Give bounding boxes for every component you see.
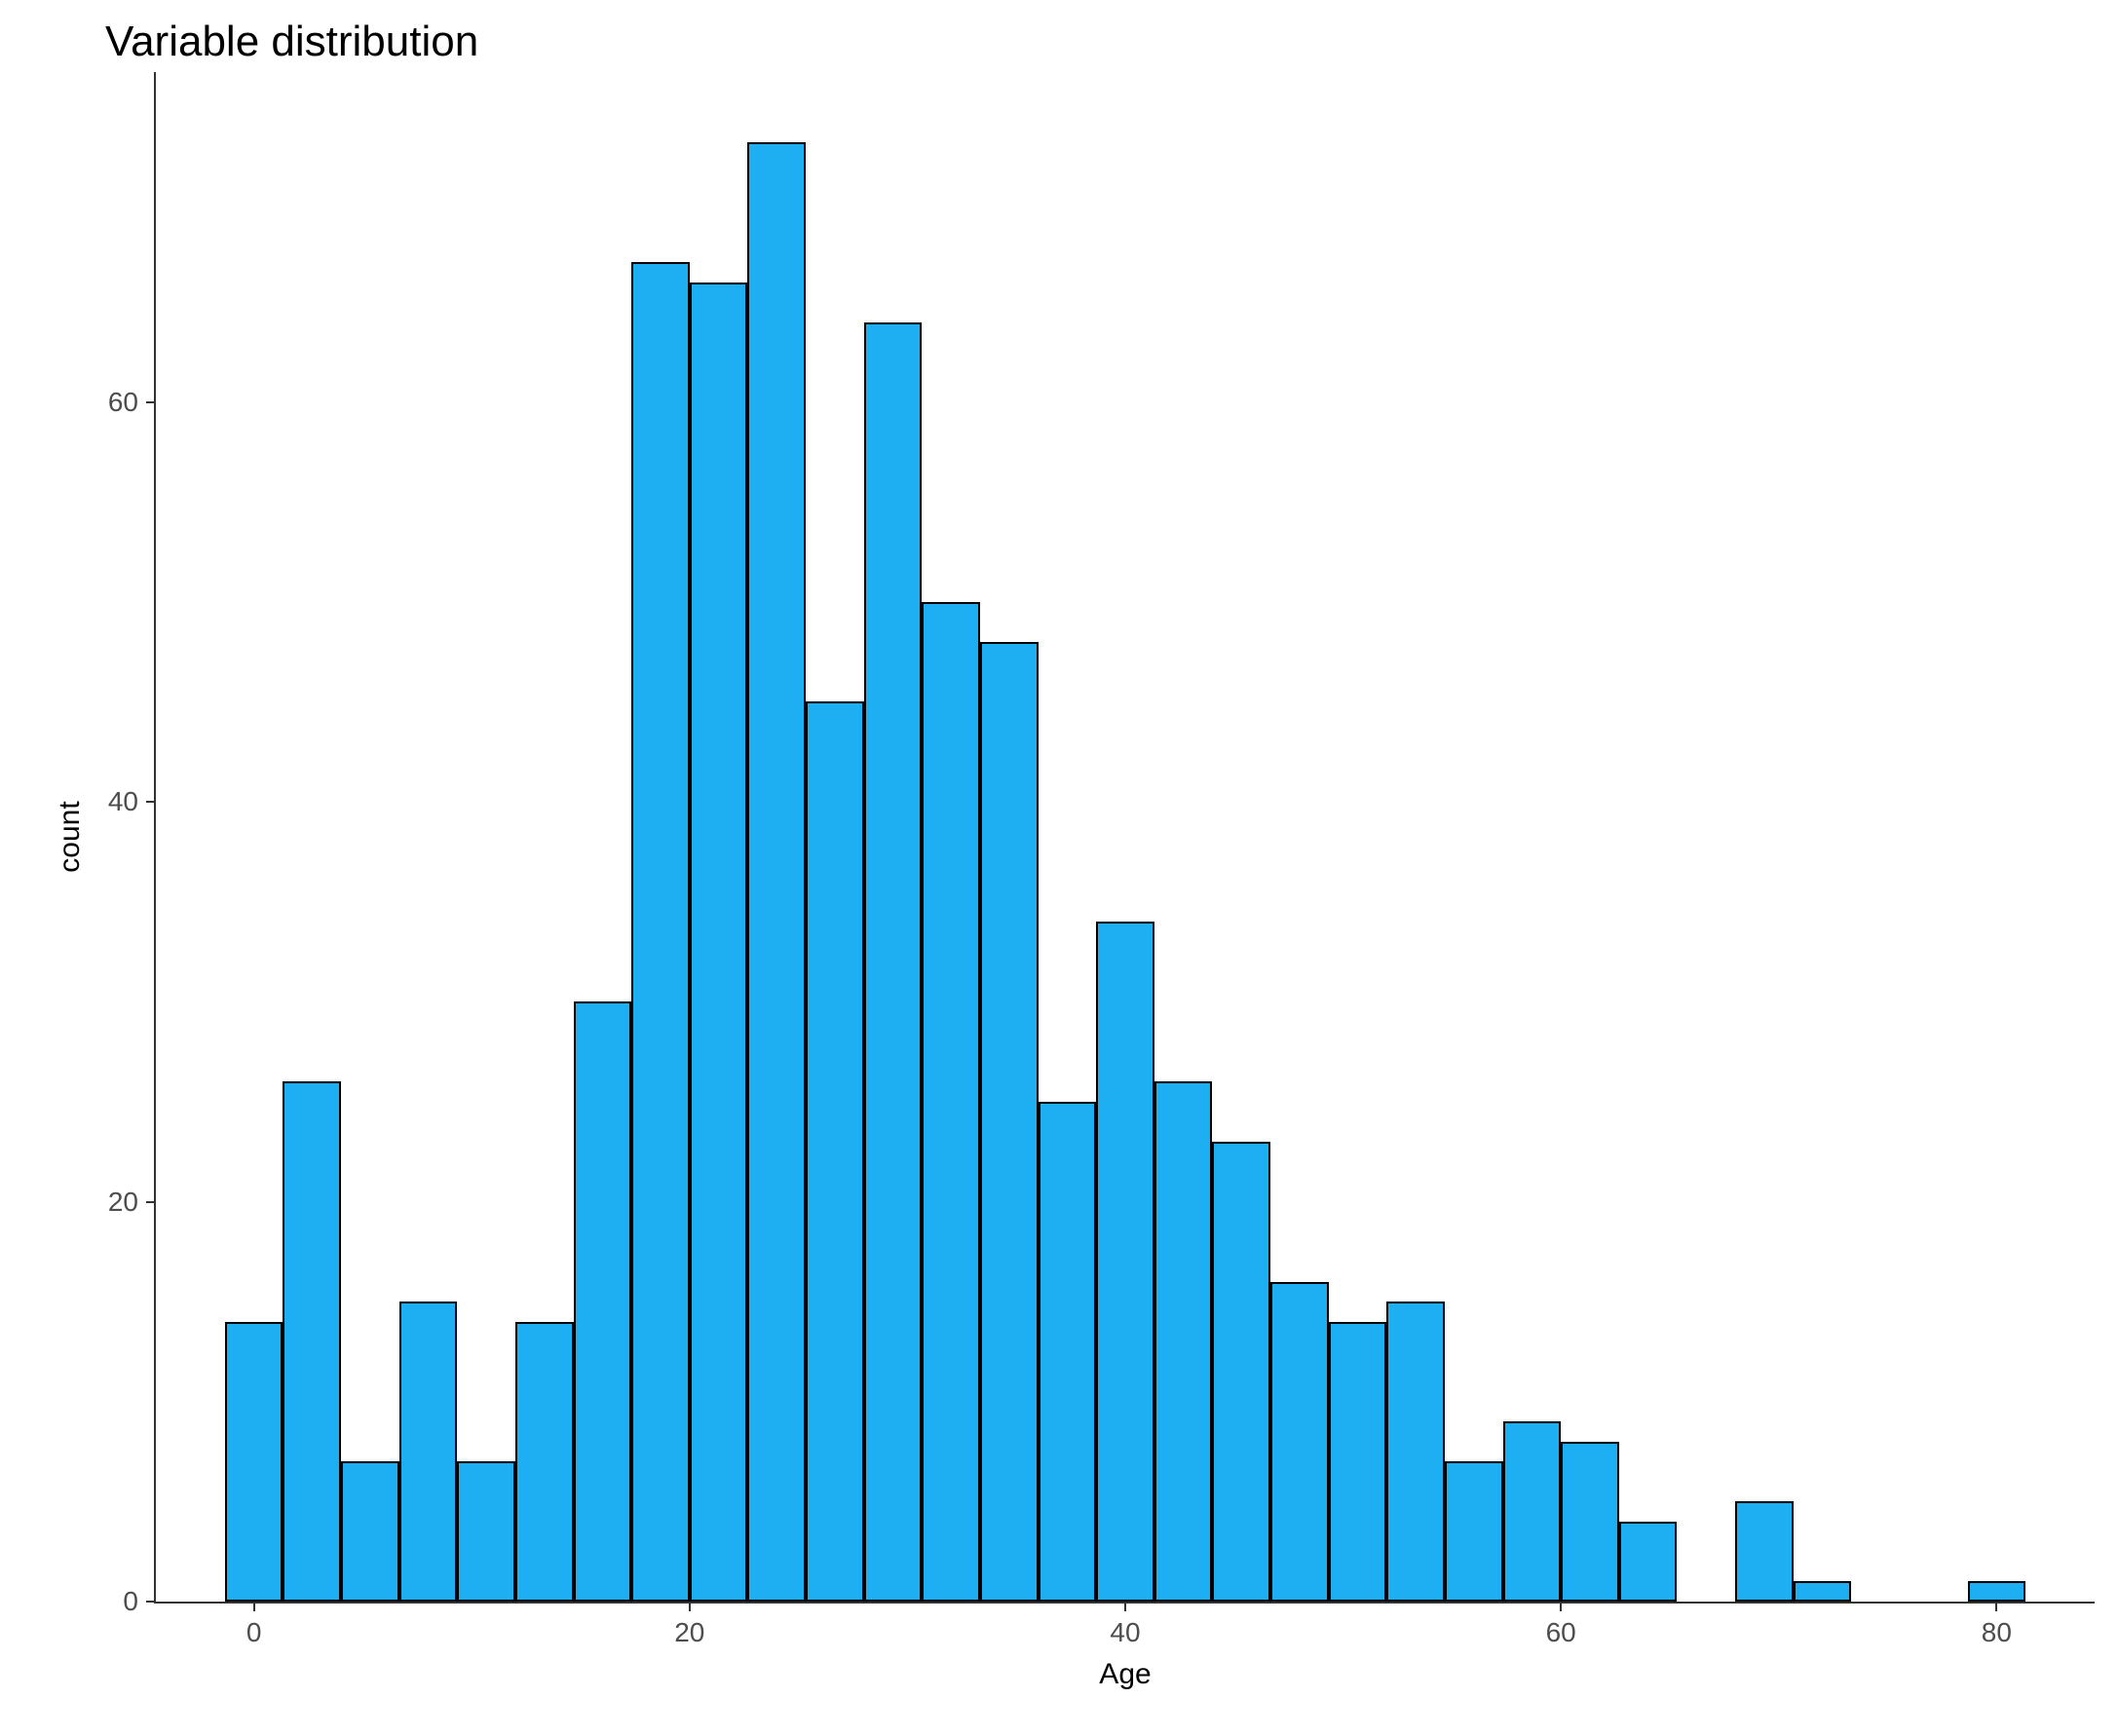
y-tick: [146, 401, 156, 403]
x-tick: [689, 1602, 691, 1611]
x-tick: [1995, 1602, 1997, 1611]
y-tick-label: 60: [108, 387, 138, 418]
x-tick: [1560, 1602, 1562, 1611]
x-axis-title: Age: [1099, 1658, 1151, 1691]
y-tick: [146, 1601, 156, 1603]
x-tick: [1124, 1602, 1126, 1611]
axes-layer: 0 20 40 60 80 0 20 40 60 Age count: [0, 0, 2118, 1736]
chart-container: Variable distribution 0204060800204060Ag…: [0, 0, 2118, 1736]
y-tick-label: 40: [108, 786, 138, 817]
x-tick-label: 60: [1546, 1617, 1576, 1648]
x-tick-label: 80: [1982, 1617, 2012, 1648]
x-tick-label: 0: [246, 1617, 262, 1648]
x-tick: [253, 1602, 255, 1611]
x-tick-label: 40: [1110, 1617, 1140, 1648]
x-tick-label: 20: [674, 1617, 704, 1648]
y-tick: [146, 801, 156, 803]
y-tick-label: 20: [108, 1187, 138, 1218]
y-axis-line: [154, 72, 156, 1604]
y-axis-title: count: [54, 801, 87, 872]
y-tick: [146, 1201, 156, 1203]
y-tick-label: 0: [123, 1586, 138, 1617]
